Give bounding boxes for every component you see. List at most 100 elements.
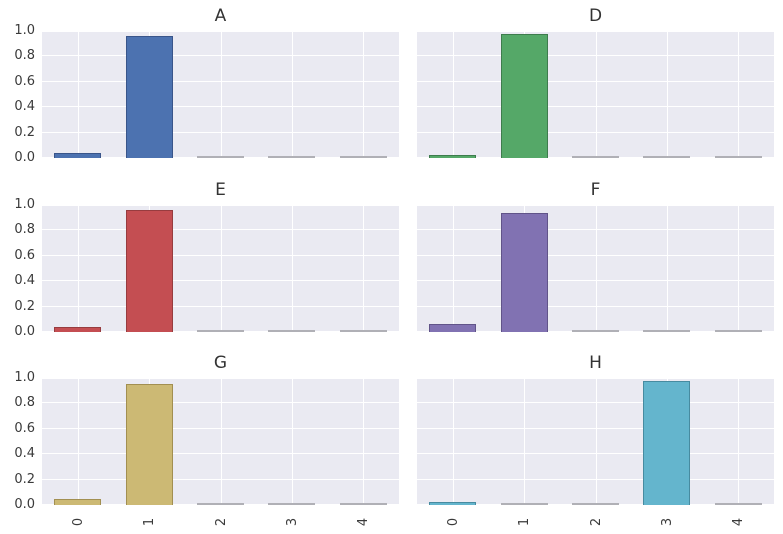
bar-H-x1 — [501, 503, 548, 505]
plot-area-A — [42, 31, 399, 158]
v-gridline — [596, 205, 597, 332]
plot-area-G — [42, 378, 399, 505]
h-gridline — [42, 55, 399, 56]
y-tick-label: 1.0 — [14, 23, 35, 38]
v-gridline — [78, 205, 79, 332]
h-gridline — [417, 428, 774, 429]
plot-area-D — [417, 31, 774, 158]
h-gridline — [42, 205, 399, 206]
h-gridline — [417, 306, 774, 307]
h-gridline — [417, 378, 774, 379]
bar-D-x0 — [429, 155, 476, 158]
bar-G-x2 — [197, 503, 244, 505]
bar-F-x2 — [572, 330, 619, 332]
y-tick-label: 0.2 — [14, 472, 35, 487]
x-tick-label: 2 — [588, 517, 604, 527]
bar-H-x0 — [429, 502, 476, 505]
h-gridline — [417, 402, 774, 403]
x-tick-label: 0 — [445, 517, 461, 527]
x-tick-label: 0 — [70, 517, 86, 527]
y-tick-label: 0.4 — [14, 273, 35, 288]
bar-H-x3 — [643, 381, 690, 505]
y-tick-label: 0.4 — [14, 99, 35, 114]
y-tick-label: 0.6 — [14, 74, 35, 89]
h-gridline — [417, 106, 774, 107]
x-tick-label: 3 — [284, 517, 300, 527]
v-gridline — [78, 378, 79, 505]
subplot-title-E: E — [215, 180, 226, 200]
subplot-F: F — [417, 180, 774, 332]
y-tick-label: 0.2 — [14, 299, 35, 314]
v-gridline — [363, 378, 364, 505]
v-gridline — [292, 205, 293, 332]
y-tick-label: 0.8 — [14, 222, 35, 237]
h-gridline — [417, 229, 774, 230]
h-gridline — [42, 81, 399, 82]
h-gridline — [417, 255, 774, 256]
y-tick-label: 0.8 — [14, 395, 35, 410]
bar-G-x0 — [54, 499, 101, 505]
h-gridline — [42, 255, 399, 256]
v-gridline — [738, 205, 739, 332]
h-gridline — [417, 55, 774, 56]
subplot-title-A: A — [214, 6, 227, 26]
x-tick-label: 1 — [141, 517, 157, 527]
y-tick-label: 0.6 — [14, 421, 35, 436]
bar-E-x3 — [268, 330, 315, 332]
x-tick-label: 2 — [213, 517, 229, 527]
plot-area-F — [417, 205, 774, 332]
h-gridline — [417, 81, 774, 82]
h-gridline — [42, 306, 399, 307]
v-gridline — [738, 378, 739, 505]
subplot-title-G: G — [213, 353, 228, 373]
v-gridline — [363, 31, 364, 158]
bar-G-x4 — [340, 503, 387, 505]
subplot-D: D — [417, 6, 774, 158]
bar-E-x2 — [197, 330, 244, 332]
h-gridline — [42, 402, 399, 403]
y-tick-label: 0.4 — [14, 446, 35, 461]
h-gridline — [42, 280, 399, 281]
bar-F-x1 — [501, 213, 548, 332]
bar-A-x4 — [340, 156, 387, 158]
v-gridline — [738, 31, 739, 158]
y-tick-label: 0.8 — [14, 48, 35, 63]
bar-A-x0 — [54, 153, 101, 158]
v-gridline — [292, 378, 293, 505]
h-gridline — [417, 205, 774, 206]
v-gridline — [667, 205, 668, 332]
y-tick-label: 0.0 — [14, 324, 35, 339]
bar-A-x1 — [126, 36, 173, 158]
subplot-A: A 0.0 0.2 0.4 0.6 0.8 1.0 — [14, 6, 399, 165]
subplot-H: H 0 1 2 3 4 — [417, 353, 774, 526]
bar-D-x1 — [501, 34, 548, 158]
h-gridline — [417, 479, 774, 480]
h-gridline — [42, 453, 399, 454]
v-gridline — [453, 31, 454, 158]
h-gridline — [42, 31, 399, 32]
h-gridline — [42, 229, 399, 230]
plot-area-H — [417, 378, 774, 505]
bar-F-x4 — [715, 330, 762, 332]
v-gridline — [221, 205, 222, 332]
h-gridline — [42, 106, 399, 107]
x-tick-label: 1 — [516, 517, 532, 527]
bar-D-x3 — [643, 156, 690, 158]
v-gridline — [292, 31, 293, 158]
h-gridline — [42, 378, 399, 379]
h-gridline — [42, 428, 399, 429]
v-gridline — [221, 378, 222, 505]
v-gridline — [667, 31, 668, 158]
y-tick-label: 0.0 — [14, 150, 35, 165]
subplot-E: E 0.0 0.2 0.4 0.6 0.8 1.0 — [14, 180, 399, 339]
bar-F-x3 — [643, 330, 690, 332]
x-tick-label: 4 — [730, 517, 746, 527]
bar-E-x1 — [126, 210, 173, 332]
h-gridline — [417, 31, 774, 32]
y-tick-label: 0.6 — [14, 248, 35, 263]
v-gridline — [78, 31, 79, 158]
y-tick-label: 0.0 — [14, 497, 35, 512]
y-tick-label: 0.2 — [14, 125, 35, 140]
subplot-G: G 0.0 0.2 0.4 0.6 0.8 1.0 0 1 2 3 4 — [14, 353, 399, 526]
